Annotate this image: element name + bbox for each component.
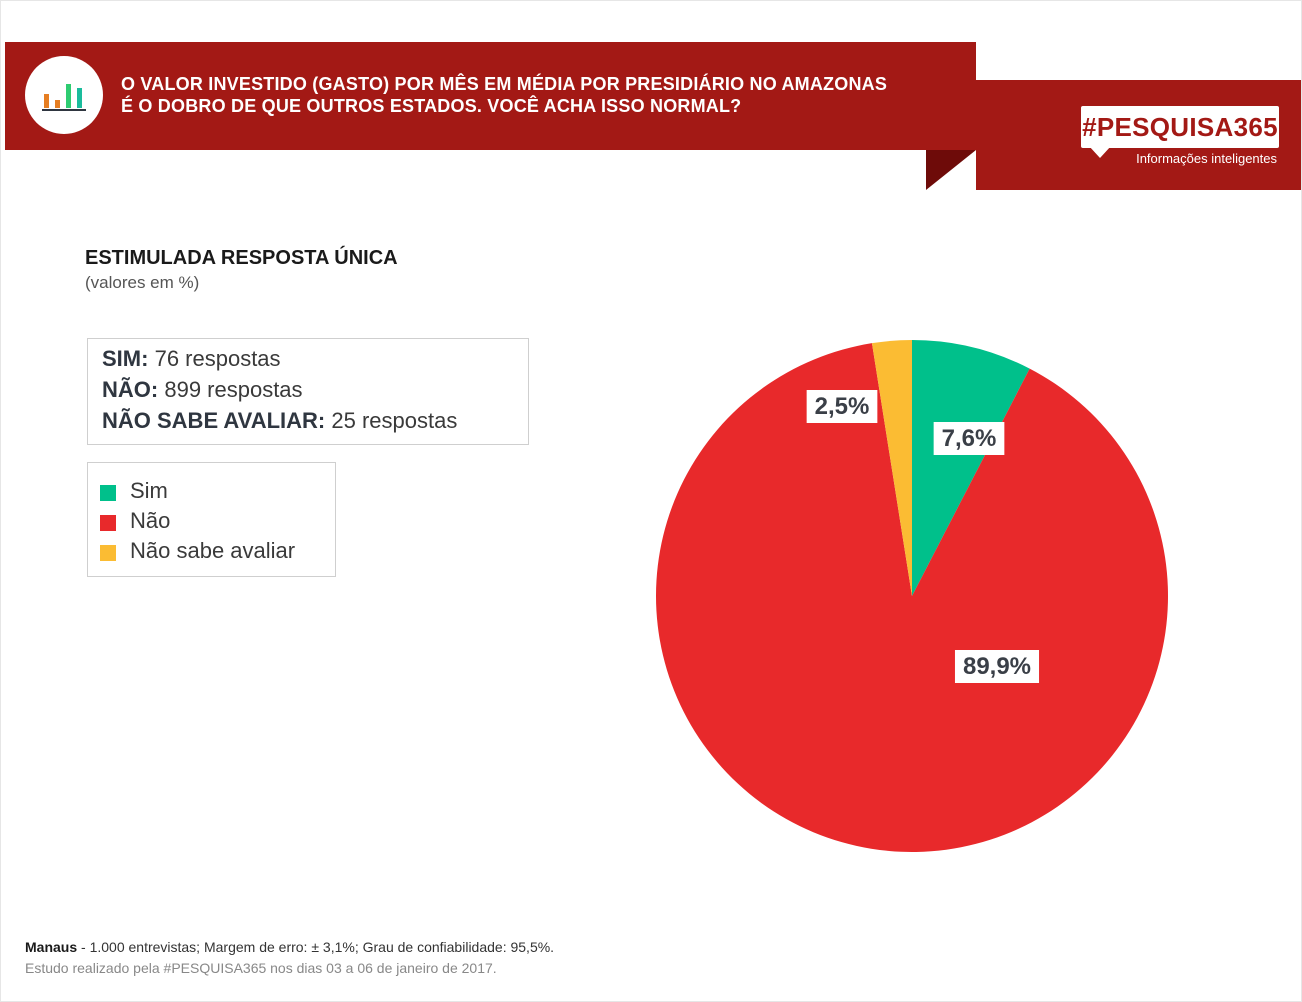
- legend: Sim Não Não sabe avaliar: [87, 462, 336, 577]
- header-fold: [926, 150, 976, 190]
- response-label: SIM:: [102, 346, 149, 371]
- responses-box: SIM: 76 respostas NÃO: 899 respostas NÃO…: [87, 338, 529, 445]
- data-label-box: [933, 422, 1005, 455]
- footer-note: Estudo realizado pela #PESQUISA365 nos d…: [25, 960, 497, 976]
- pie-slice-nao: [656, 343, 1168, 852]
- data-label-box: [954, 650, 1040, 683]
- data-label-nao: 89,9%: [954, 650, 1040, 683]
- bar-chart-icon: [42, 84, 86, 111]
- response-value: 76 respostas: [154, 346, 281, 371]
- legend-label: Não: [130, 508, 171, 533]
- response-sim: SIM: 76 respostas: [102, 346, 281, 372]
- footer-location: Manaus: [25, 939, 78, 955]
- legend-swatch: [100, 545, 116, 561]
- response-value: 899 respostas: [164, 377, 303, 402]
- header-title: O VALOR INVESTIDO (GASTO) POR MÊS EM MÉD…: [121, 73, 921, 117]
- legend-label: Não sabe avaliar: [130, 538, 296, 563]
- footer-methodology: Manaus - 1.000 entrevistas; Margem de er…: [25, 939, 554, 955]
- data-label-text: 7,6%: [942, 425, 997, 452]
- response-label: NÃO:: [102, 377, 159, 402]
- response-nao-sabe: NÃO SABE AVALIAR: 25 respostas: [102, 408, 457, 434]
- header-title-line-2: É O DOBRO DE QUE OUTROS ESTADOS. VOCÊ AC…: [121, 96, 742, 116]
- legend-swatch: [100, 515, 116, 531]
- header-title-line-1: O VALOR INVESTIDO (GASTO) POR MÊS EM MÉD…: [121, 74, 888, 94]
- legend-label: Sim: [130, 478, 168, 503]
- legend-swatch: [100, 485, 116, 501]
- data-label-box: [806, 390, 878, 423]
- response-value: 25 respostas: [331, 408, 458, 433]
- response-label: NÃO SABE AVALIAR:: [102, 408, 326, 433]
- data-label-nao-sabe: 2,5%: [806, 390, 878, 423]
- data-label-text: 2,5%: [815, 393, 870, 420]
- footer-details: - 1.000 entrevistas; Margem de erro: ± 3…: [77, 939, 555, 955]
- pie-slice-sim: [912, 340, 1030, 596]
- data-label-sim: 7,6%: [933, 422, 1005, 455]
- logo-badge: [25, 56, 103, 134]
- header-banner: [5, 42, 976, 150]
- section-title: ESTIMULADA RESPOSTA ÚNICA: [85, 247, 398, 269]
- pie-slice-nao-sabe: [871, 340, 912, 596]
- response-nao: NÃO: 899 respostas: [102, 377, 303, 403]
- pie-chart: 7,6% 89,9% 2,5%: [656, 340, 1168, 852]
- section-subtitle: (valores em %): [85, 273, 200, 292]
- brand-logo: #PESQUISA365: [1081, 106, 1279, 148]
- brand-speech-pointer: [1089, 146, 1111, 158]
- data-label-text: 89,9%: [963, 653, 1031, 680]
- brand-name: #PESQUISA365: [1082, 112, 1278, 142]
- brand-tagline: Informações inteligentes: [1136, 151, 1277, 166]
